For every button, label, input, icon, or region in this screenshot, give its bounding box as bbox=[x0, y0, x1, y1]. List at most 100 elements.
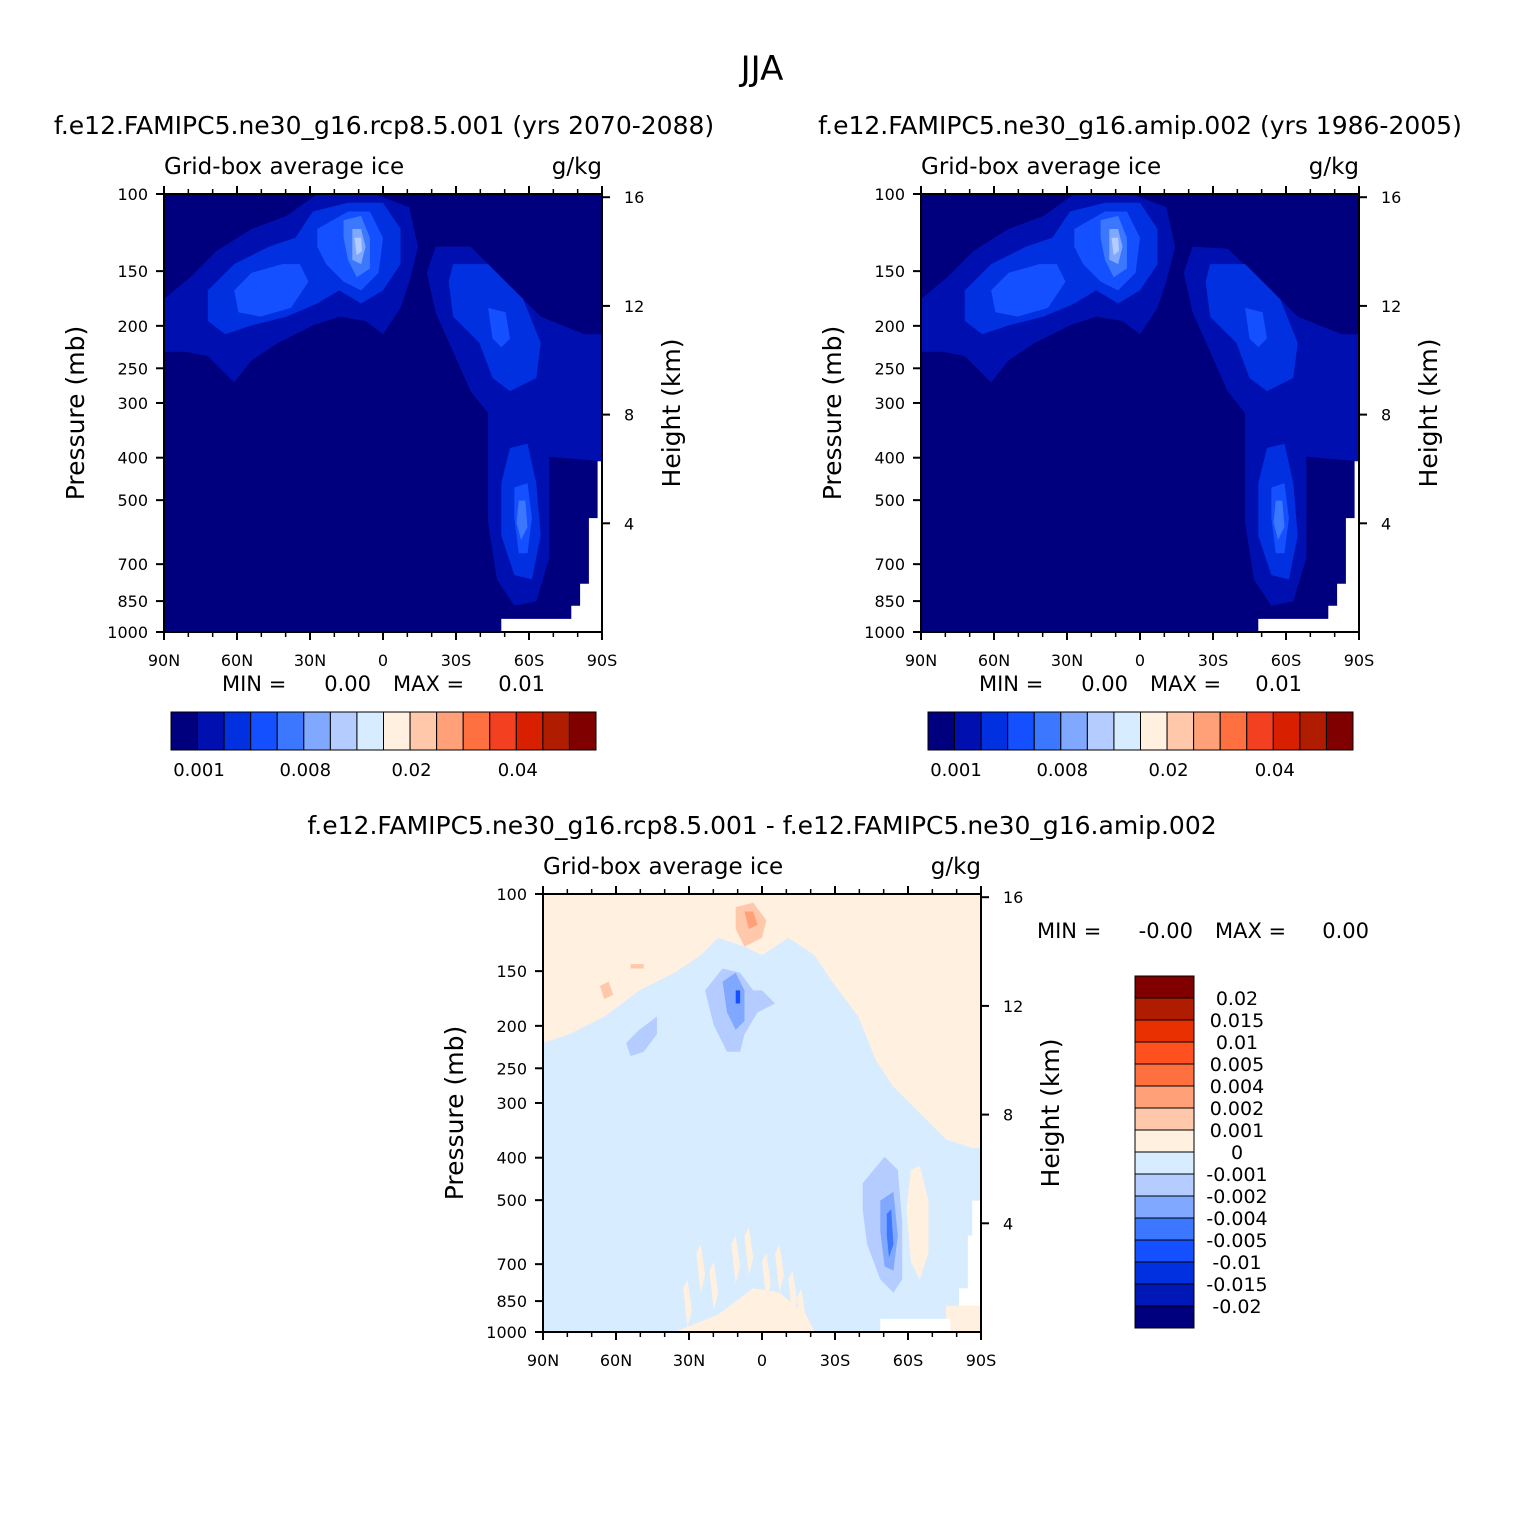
colorbar-label: -0.02 bbox=[1212, 1296, 1261, 1318]
colorbar-swatch bbox=[954, 711, 982, 751]
colorbar-swatch bbox=[1325, 711, 1354, 751]
x-tick-label: 90N bbox=[148, 651, 180, 670]
min-label: MIN = bbox=[979, 672, 1043, 696]
max-value: 0.01 bbox=[1255, 672, 1302, 696]
y-tick-label: 1000 bbox=[107, 623, 148, 642]
y-tick-label: 100 bbox=[117, 185, 148, 204]
colorbar-label: 0.001 bbox=[173, 760, 225, 781]
colorbar-swatch bbox=[1246, 711, 1274, 751]
colorbar-label: 0 bbox=[1231, 1142, 1243, 1164]
colorbar-swatch bbox=[1166, 711, 1195, 751]
max-label: MAX = bbox=[1150, 672, 1221, 696]
y-tick-label: 200 bbox=[496, 1017, 527, 1036]
panel-title: f.e12.FAMIPC5.ne30_g16.amip.002 (yrs 198… bbox=[818, 111, 1462, 140]
colorbar-swatch bbox=[436, 711, 464, 751]
y-axis-right-label: Height (km) bbox=[1036, 1039, 1065, 1188]
y-tick-label: 200 bbox=[117, 317, 148, 336]
colorbar-swatch bbox=[1134, 1283, 1195, 1307]
y-tick-label: 500 bbox=[874, 491, 905, 510]
contour-level-1-south bbox=[1183, 246, 1359, 606]
colorbar-swatch bbox=[1134, 1019, 1195, 1043]
colorbar-label: -0.002 bbox=[1206, 1186, 1267, 1208]
max-label: MAX = bbox=[393, 672, 464, 696]
y-right-tick-label: 16 bbox=[624, 188, 644, 207]
y-axis-label: Pressure (mb) bbox=[440, 1026, 469, 1200]
colorbar-label: -0.01 bbox=[1212, 1252, 1261, 1274]
colorbar-swatch bbox=[1134, 1239, 1195, 1263]
colorbar-swatch bbox=[1134, 1041, 1195, 1065]
colorbar-label: 0.02 bbox=[1148, 760, 1188, 781]
x-tick-label: 30S bbox=[820, 1351, 851, 1370]
colorbar-swatch bbox=[383, 711, 411, 751]
colorbar-swatch bbox=[1134, 975, 1195, 999]
y-right-tick-label: 4 bbox=[624, 514, 634, 533]
x-tick-label: 90N bbox=[527, 1351, 559, 1370]
colorbar-swatch bbox=[1193, 711, 1221, 751]
y-tick-label: 700 bbox=[874, 555, 905, 574]
x-tick-label: 30N bbox=[294, 651, 326, 670]
contour-level-3-north-a bbox=[991, 264, 1066, 317]
missing-data-region bbox=[1258, 461, 1359, 632]
contour-pos-streak bbox=[762, 1253, 771, 1302]
min-label: MIN = bbox=[1037, 919, 1101, 943]
y-right-tick-label: 8 bbox=[624, 406, 634, 425]
y-right-tick-label: 8 bbox=[1003, 1106, 1013, 1125]
right-label: g/kg bbox=[931, 854, 981, 880]
colorbar-swatch bbox=[329, 711, 358, 751]
colorbar-swatch bbox=[1134, 997, 1195, 1021]
y-tick-label: 300 bbox=[874, 394, 905, 413]
y-tick-label: 850 bbox=[117, 592, 148, 611]
contour-pos-spot-west-2 bbox=[630, 964, 644, 969]
y-tick-label: 250 bbox=[496, 1059, 527, 1078]
colorbar-swatch bbox=[542, 711, 570, 751]
y-right-tick-label: 4 bbox=[1381, 514, 1391, 533]
y-right-tick-label: 16 bbox=[1003, 888, 1023, 907]
y-axis-right-label: Height (km) bbox=[1414, 339, 1443, 488]
y-tick-label: 500 bbox=[117, 491, 148, 510]
x-tick-label: 30S bbox=[1198, 651, 1229, 670]
max-label: MAX = bbox=[1215, 919, 1286, 943]
contour-level-3-north-a bbox=[234, 264, 309, 317]
colorbar-swatch bbox=[1134, 1063, 1195, 1087]
y-tick-label: 700 bbox=[117, 555, 148, 574]
missing-data-region bbox=[501, 461, 602, 632]
y-tick-label: 850 bbox=[874, 592, 905, 611]
y-tick-label: 400 bbox=[496, 1149, 527, 1168]
x-tick-label: 30N bbox=[673, 1351, 705, 1370]
contour-level-3-south-upper bbox=[1245, 307, 1267, 348]
x-tick-label: 60S bbox=[514, 651, 545, 670]
colorbar-swatch bbox=[303, 711, 331, 751]
colorbar-label: 0.015 bbox=[1210, 1010, 1264, 1032]
colorbar-swatch bbox=[1134, 1173, 1195, 1197]
contour-neg-medium-west bbox=[626, 1016, 657, 1057]
colorbar-swatch bbox=[409, 711, 438, 751]
x-tick-label: 90S bbox=[966, 1351, 997, 1370]
x-tick-label: 60S bbox=[1271, 651, 1302, 670]
contour-pos-large-top bbox=[744, 911, 758, 929]
y-axis-label: Pressure (mb) bbox=[61, 326, 90, 500]
y-tick-label: 250 bbox=[117, 359, 148, 378]
colorbar-swatch bbox=[1134, 1107, 1195, 1131]
x-tick-label: 30S bbox=[441, 651, 472, 670]
min-value: -0.00 bbox=[1139, 919, 1193, 943]
x-tick-label: 30N bbox=[1051, 651, 1083, 670]
colorbar-swatch bbox=[1299, 711, 1327, 751]
colorbar-label: 0.008 bbox=[1036, 760, 1088, 781]
contour-pos-spot-west bbox=[599, 981, 614, 1000]
min-value: 0.00 bbox=[324, 672, 371, 696]
colorbar-label: 0.008 bbox=[279, 760, 331, 781]
contour-level-6-core bbox=[1111, 237, 1119, 256]
x-tick-label: 60N bbox=[600, 1351, 632, 1370]
colorbar-swatch bbox=[170, 711, 199, 751]
contour-field bbox=[921, 194, 1359, 632]
contour-pos-streak bbox=[709, 1261, 719, 1311]
x-tick-label: 60S bbox=[893, 1351, 924, 1370]
contour-level-4-south bbox=[516, 500, 528, 540]
y-tick-label: 150 bbox=[117, 262, 148, 281]
y-tick-label: 100 bbox=[874, 185, 905, 204]
colorbar-label: 0.005 bbox=[1210, 1054, 1264, 1076]
contour-field bbox=[164, 194, 602, 632]
colorbar-swatch bbox=[1086, 711, 1115, 751]
colorbar-swatch bbox=[1219, 711, 1248, 751]
colorbar-swatch bbox=[1060, 711, 1088, 751]
